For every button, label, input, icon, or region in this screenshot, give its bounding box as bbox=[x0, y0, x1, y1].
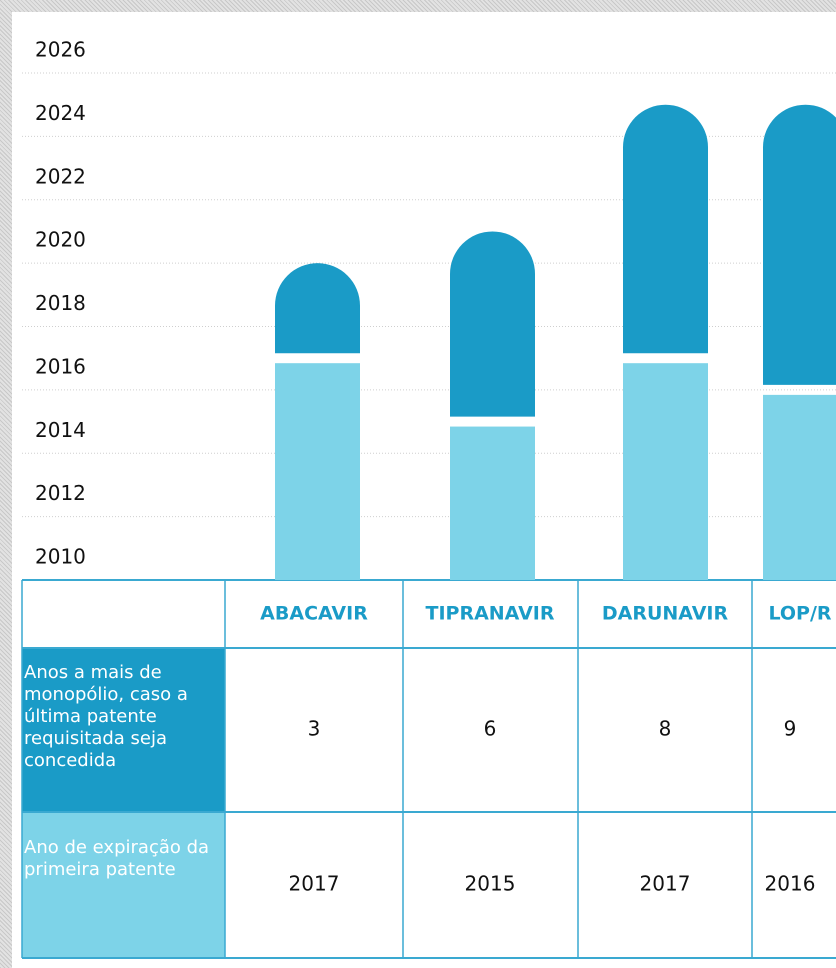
y-tick-label: 2012 bbox=[35, 481, 86, 505]
bar-segment bbox=[450, 231, 535, 417]
cell-value: 3 bbox=[308, 717, 321, 741]
y-tick-label: 2014 bbox=[35, 418, 86, 442]
cell-value: 6 bbox=[484, 717, 497, 741]
column-header: LOP/R bbox=[768, 603, 831, 625]
y-tick-label: 2016 bbox=[35, 354, 86, 378]
cell-value: 2017 bbox=[289, 872, 340, 896]
row-label: Ano de expiração da primeira patente bbox=[24, 837, 210, 880]
row-header-dark bbox=[22, 648, 225, 812]
row-header-light bbox=[22, 812, 225, 958]
cell-value: 2015 bbox=[465, 872, 516, 896]
chart: 2010 2012 2014 2016 2018 2020 2022 2024 2026 ABAC… bbox=[21, 38, 836, 959]
column-header: TIPRANAVIR bbox=[425, 603, 554, 625]
bar-segment bbox=[275, 263, 360, 354]
bar-segment bbox=[763, 394, 836, 580]
bar-segment bbox=[275, 363, 360, 580]
y-tick-label: 2024 bbox=[35, 101, 86, 125]
y-tick-label: 2026 bbox=[35, 38, 86, 62]
chart-panel: 2010 2012 2014 2016 2018 2020 2022 2024 2026 ABAC… bbox=[12, 12, 836, 968]
bar-segment bbox=[763, 104, 836, 385]
column-header: DARUNAVIR bbox=[602, 603, 729, 625]
row-label: Anos a mais de monopólio, caso a última … bbox=[24, 662, 188, 771]
y-tick-label: 2022 bbox=[35, 164, 86, 188]
bar-segment bbox=[623, 104, 708, 354]
y-tick-label: 2010 bbox=[35, 545, 86, 569]
cell-value: 2017 bbox=[640, 872, 691, 896]
cell-value: 2016 bbox=[765, 872, 816, 896]
y-tick-label: 2018 bbox=[35, 291, 86, 315]
bar-segment bbox=[623, 363, 708, 580]
cell-value: 8 bbox=[659, 717, 672, 741]
y-tick-label: 2020 bbox=[35, 228, 86, 252]
column-header: ABACAVIR bbox=[260, 603, 368, 625]
bar-segment bbox=[450, 426, 535, 580]
cell-value: 9 bbox=[784, 717, 797, 741]
